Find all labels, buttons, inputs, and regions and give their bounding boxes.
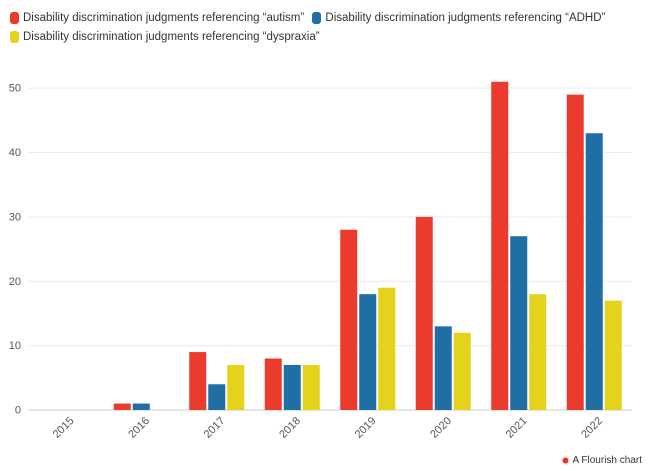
bar-2017-series-1 — [208, 384, 226, 410]
y-tick-label-50: 50 — [9, 83, 21, 95]
bar-2020-series-1 — [434, 326, 452, 410]
bar-2019-series-2 — [378, 287, 396, 410]
x-tick-label-2021: 2021 — [504, 415, 530, 441]
bar-2016-series-0 — [113, 403, 131, 410]
bar-2020-series-0 — [415, 216, 433, 410]
legend-label-adhd: Disability discrimination judgments refe… — [325, 12, 606, 24]
y-tick-label-40: 40 — [9, 147, 21, 159]
bar-2021-series-0 — [491, 81, 509, 410]
flourish-credit-label: A Flourish chart — [572, 455, 642, 466]
legend-item-autism[interactable]: Disability discrimination judgments refe… — [10, 10, 304, 26]
legend-swatch-autism — [10, 12, 19, 24]
bar-2017-series-2 — [227, 364, 245, 410]
bar-2019-series-0 — [340, 229, 358, 410]
legend-label-autism: Disability discrimination judgments refe… — [23, 12, 305, 24]
bar-2021-series-1 — [510, 236, 528, 410]
legend-item-adhd[interactable]: Disability discrimination judgments refe… — [312, 10, 605, 26]
x-tick-label-2017: 2017 — [202, 415, 228, 441]
x-tick-label-2015: 2015 — [51, 415, 77, 441]
bar-2022-series-0 — [566, 94, 584, 411]
x-tick-label-2018: 2018 — [277, 415, 303, 441]
flourish-credit[interactable]: A Flourish chart — [560, 455, 642, 466]
bar-2022-series-1 — [585, 133, 603, 410]
x-tick-label-2016: 2016 — [126, 415, 152, 441]
bar-2020-series-2 — [453, 332, 471, 410]
y-tick-label-0: 0 — [15, 405, 21, 417]
legend-swatch-adhd — [312, 12, 322, 24]
flourish-logo-icon — [560, 456, 570, 465]
bar-2018-series-2 — [302, 364, 320, 410]
y-tick-label-20: 20 — [9, 276, 21, 288]
x-tick-label-2019: 2019 — [353, 415, 379, 441]
legend-item-dyspraxia[interactable]: Disability discrimination judgments refe… — [10, 29, 320, 45]
legend-label-dyspraxia: Disability discrimination judgments refe… — [23, 31, 320, 43]
bar-2016-series-1 — [132, 403, 150, 410]
chart-legend: Disability discrimination judgments refe… — [10, 10, 640, 48]
bar-2018-series-0 — [264, 358, 282, 410]
x-tick-label-2022: 2022 — [579, 415, 605, 441]
x-tick-label-2020: 2020 — [428, 415, 454, 441]
legend-swatch-dyspraxia — [10, 31, 19, 43]
y-tick-label-30: 30 — [9, 211, 21, 223]
bar-2018-series-1 — [283, 364, 301, 410]
bar-2017-series-0 — [189, 352, 207, 410]
y-tick-label-10: 10 — [9, 340, 21, 352]
bar-2022-series-2 — [604, 300, 622, 410]
bar-2019-series-1 — [359, 294, 377, 410]
bar-2021-series-2 — [529, 294, 547, 410]
